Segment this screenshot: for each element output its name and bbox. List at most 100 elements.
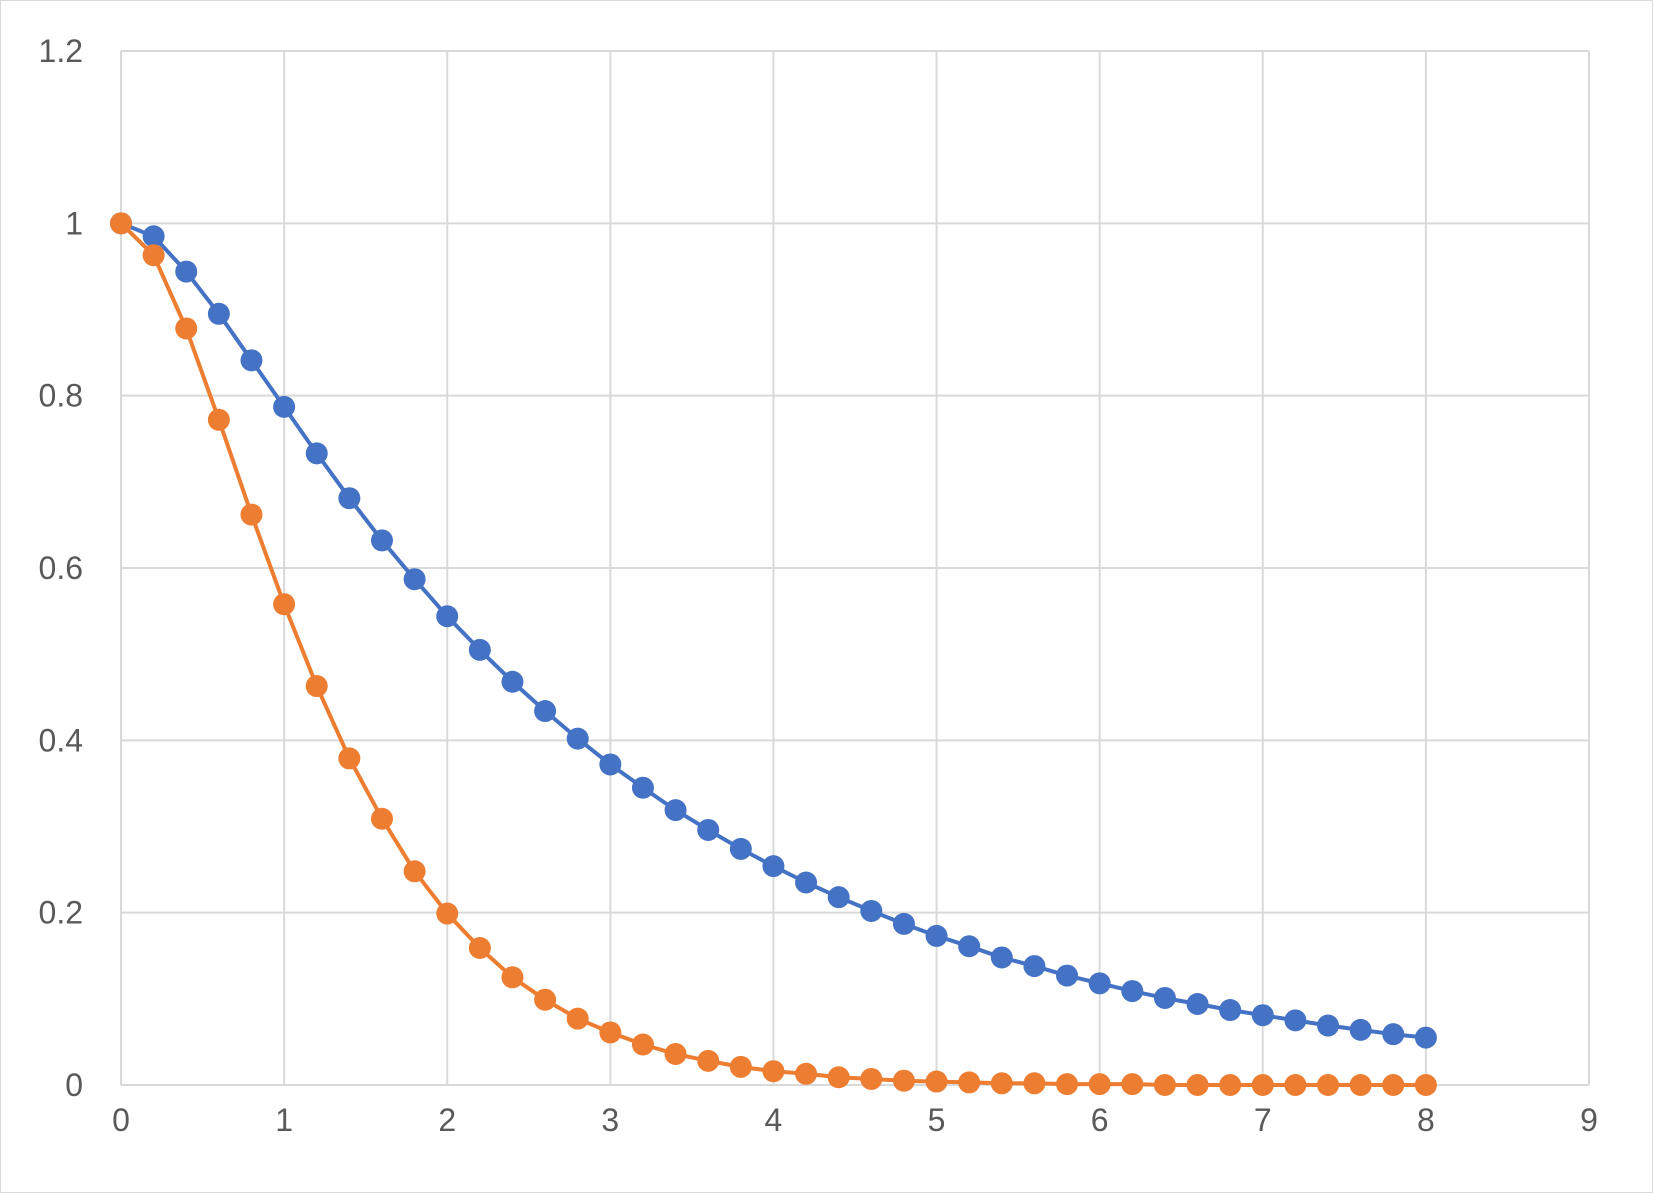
data-point bbox=[762, 855, 785, 878]
data-point bbox=[795, 871, 818, 894]
data-point bbox=[566, 1007, 589, 1030]
data-point bbox=[697, 1049, 720, 1072]
data-point bbox=[892, 1069, 915, 1092]
data-point bbox=[1349, 1074, 1372, 1096]
data-point bbox=[1349, 1018, 1372, 1041]
data-point bbox=[1121, 980, 1144, 1003]
data-point bbox=[1121, 1073, 1144, 1096]
data-point bbox=[1251, 1004, 1274, 1027]
data-point bbox=[892, 912, 915, 935]
grid-lines bbox=[120, 50, 1590, 1086]
x-tick-label: 2 bbox=[438, 1102, 456, 1138]
data-point bbox=[207, 302, 230, 325]
data-point bbox=[697, 818, 720, 841]
data-point bbox=[925, 1070, 948, 1093]
x-tick-label: 9 bbox=[1580, 1102, 1598, 1138]
data-point bbox=[1186, 993, 1209, 1016]
data-point bbox=[175, 260, 198, 283]
data-point bbox=[338, 487, 361, 510]
data-point bbox=[827, 1066, 850, 1089]
data-point bbox=[664, 799, 687, 822]
data-point bbox=[207, 408, 230, 431]
x-tick-label: 6 bbox=[1091, 1102, 1109, 1138]
data-point bbox=[468, 936, 491, 959]
data-point bbox=[599, 1021, 622, 1044]
data-point bbox=[1382, 1023, 1405, 1046]
x-tick-label: 4 bbox=[765, 1102, 783, 1138]
y-tick-label: 0.4 bbox=[39, 722, 83, 758]
data-point bbox=[795, 1062, 818, 1085]
data-point bbox=[436, 605, 459, 628]
data-point bbox=[958, 1071, 981, 1094]
data-point bbox=[110, 212, 132, 235]
data-point bbox=[1088, 1073, 1111, 1096]
data-point bbox=[729, 1055, 752, 1078]
data-point bbox=[142, 225, 165, 248]
data-point bbox=[599, 753, 622, 776]
data-point bbox=[305, 442, 328, 465]
series-2 bbox=[110, 212, 1437, 1096]
data-point bbox=[631, 776, 654, 799]
x-tick-label: 5 bbox=[928, 1102, 946, 1138]
data-point bbox=[990, 1072, 1013, 1095]
data-point bbox=[305, 675, 328, 698]
data-point bbox=[1414, 1074, 1437, 1096]
y-tick-label: 0.2 bbox=[39, 895, 83, 931]
data-point bbox=[762, 1060, 785, 1083]
data-point bbox=[1251, 1074, 1274, 1096]
data-point bbox=[1219, 1074, 1242, 1096]
data-point bbox=[990, 946, 1013, 969]
data-point bbox=[1284, 1074, 1307, 1096]
data-point bbox=[403, 860, 426, 883]
x-tick-label: 7 bbox=[1254, 1102, 1272, 1138]
data-point bbox=[501, 966, 524, 989]
data-point bbox=[1317, 1014, 1340, 1037]
data-point bbox=[925, 924, 948, 947]
data-point bbox=[175, 317, 198, 340]
data-point bbox=[436, 902, 459, 925]
data-point bbox=[338, 747, 361, 770]
data-point bbox=[664, 1042, 687, 1065]
data-point bbox=[1317, 1074, 1340, 1096]
data-point bbox=[1023, 1072, 1046, 1095]
data-point bbox=[1414, 1026, 1437, 1049]
data-point bbox=[1056, 1073, 1079, 1096]
data-point bbox=[142, 244, 165, 267]
data-point bbox=[240, 503, 263, 526]
x-tick-label: 0 bbox=[112, 1102, 130, 1138]
x-tick-label: 1 bbox=[275, 1102, 293, 1138]
data-point bbox=[273, 395, 296, 418]
data-point bbox=[501, 670, 524, 693]
data-point bbox=[370, 529, 393, 552]
data-point bbox=[631, 1033, 654, 1056]
series-layer bbox=[110, 212, 1437, 1096]
data-point bbox=[273, 593, 296, 616]
tick-labels: 0 1 2 3 4 5 6 7 8 9 0 0.2 0.4 0.6 0.8 1 1.2 bbox=[39, 33, 1598, 1138]
data-point bbox=[468, 638, 491, 661]
data-point bbox=[534, 988, 557, 1011]
y-tick-label: 0.6 bbox=[39, 550, 83, 586]
y-tick-label: 0 bbox=[65, 1067, 83, 1103]
data-point bbox=[534, 700, 557, 723]
data-point bbox=[958, 935, 981, 958]
y-tick-label: 0.8 bbox=[39, 378, 83, 414]
data-point bbox=[1219, 999, 1242, 1022]
data-point bbox=[860, 1067, 883, 1090]
data-point bbox=[566, 727, 589, 750]
data-point bbox=[860, 899, 883, 922]
data-point bbox=[1382, 1074, 1405, 1096]
x-tick-label: 8 bbox=[1417, 1102, 1435, 1138]
y-tick-label: 1.2 bbox=[39, 33, 83, 69]
y-tick-label: 1 bbox=[65, 205, 83, 241]
data-point bbox=[1153, 1074, 1176, 1096]
data-point bbox=[240, 349, 263, 372]
data-point bbox=[827, 886, 850, 909]
data-point bbox=[1088, 972, 1111, 995]
data-point bbox=[370, 807, 393, 830]
data-point bbox=[1284, 1009, 1307, 1032]
data-point bbox=[1023, 955, 1046, 978]
data-point bbox=[1056, 964, 1079, 987]
data-point bbox=[1186, 1074, 1209, 1096]
